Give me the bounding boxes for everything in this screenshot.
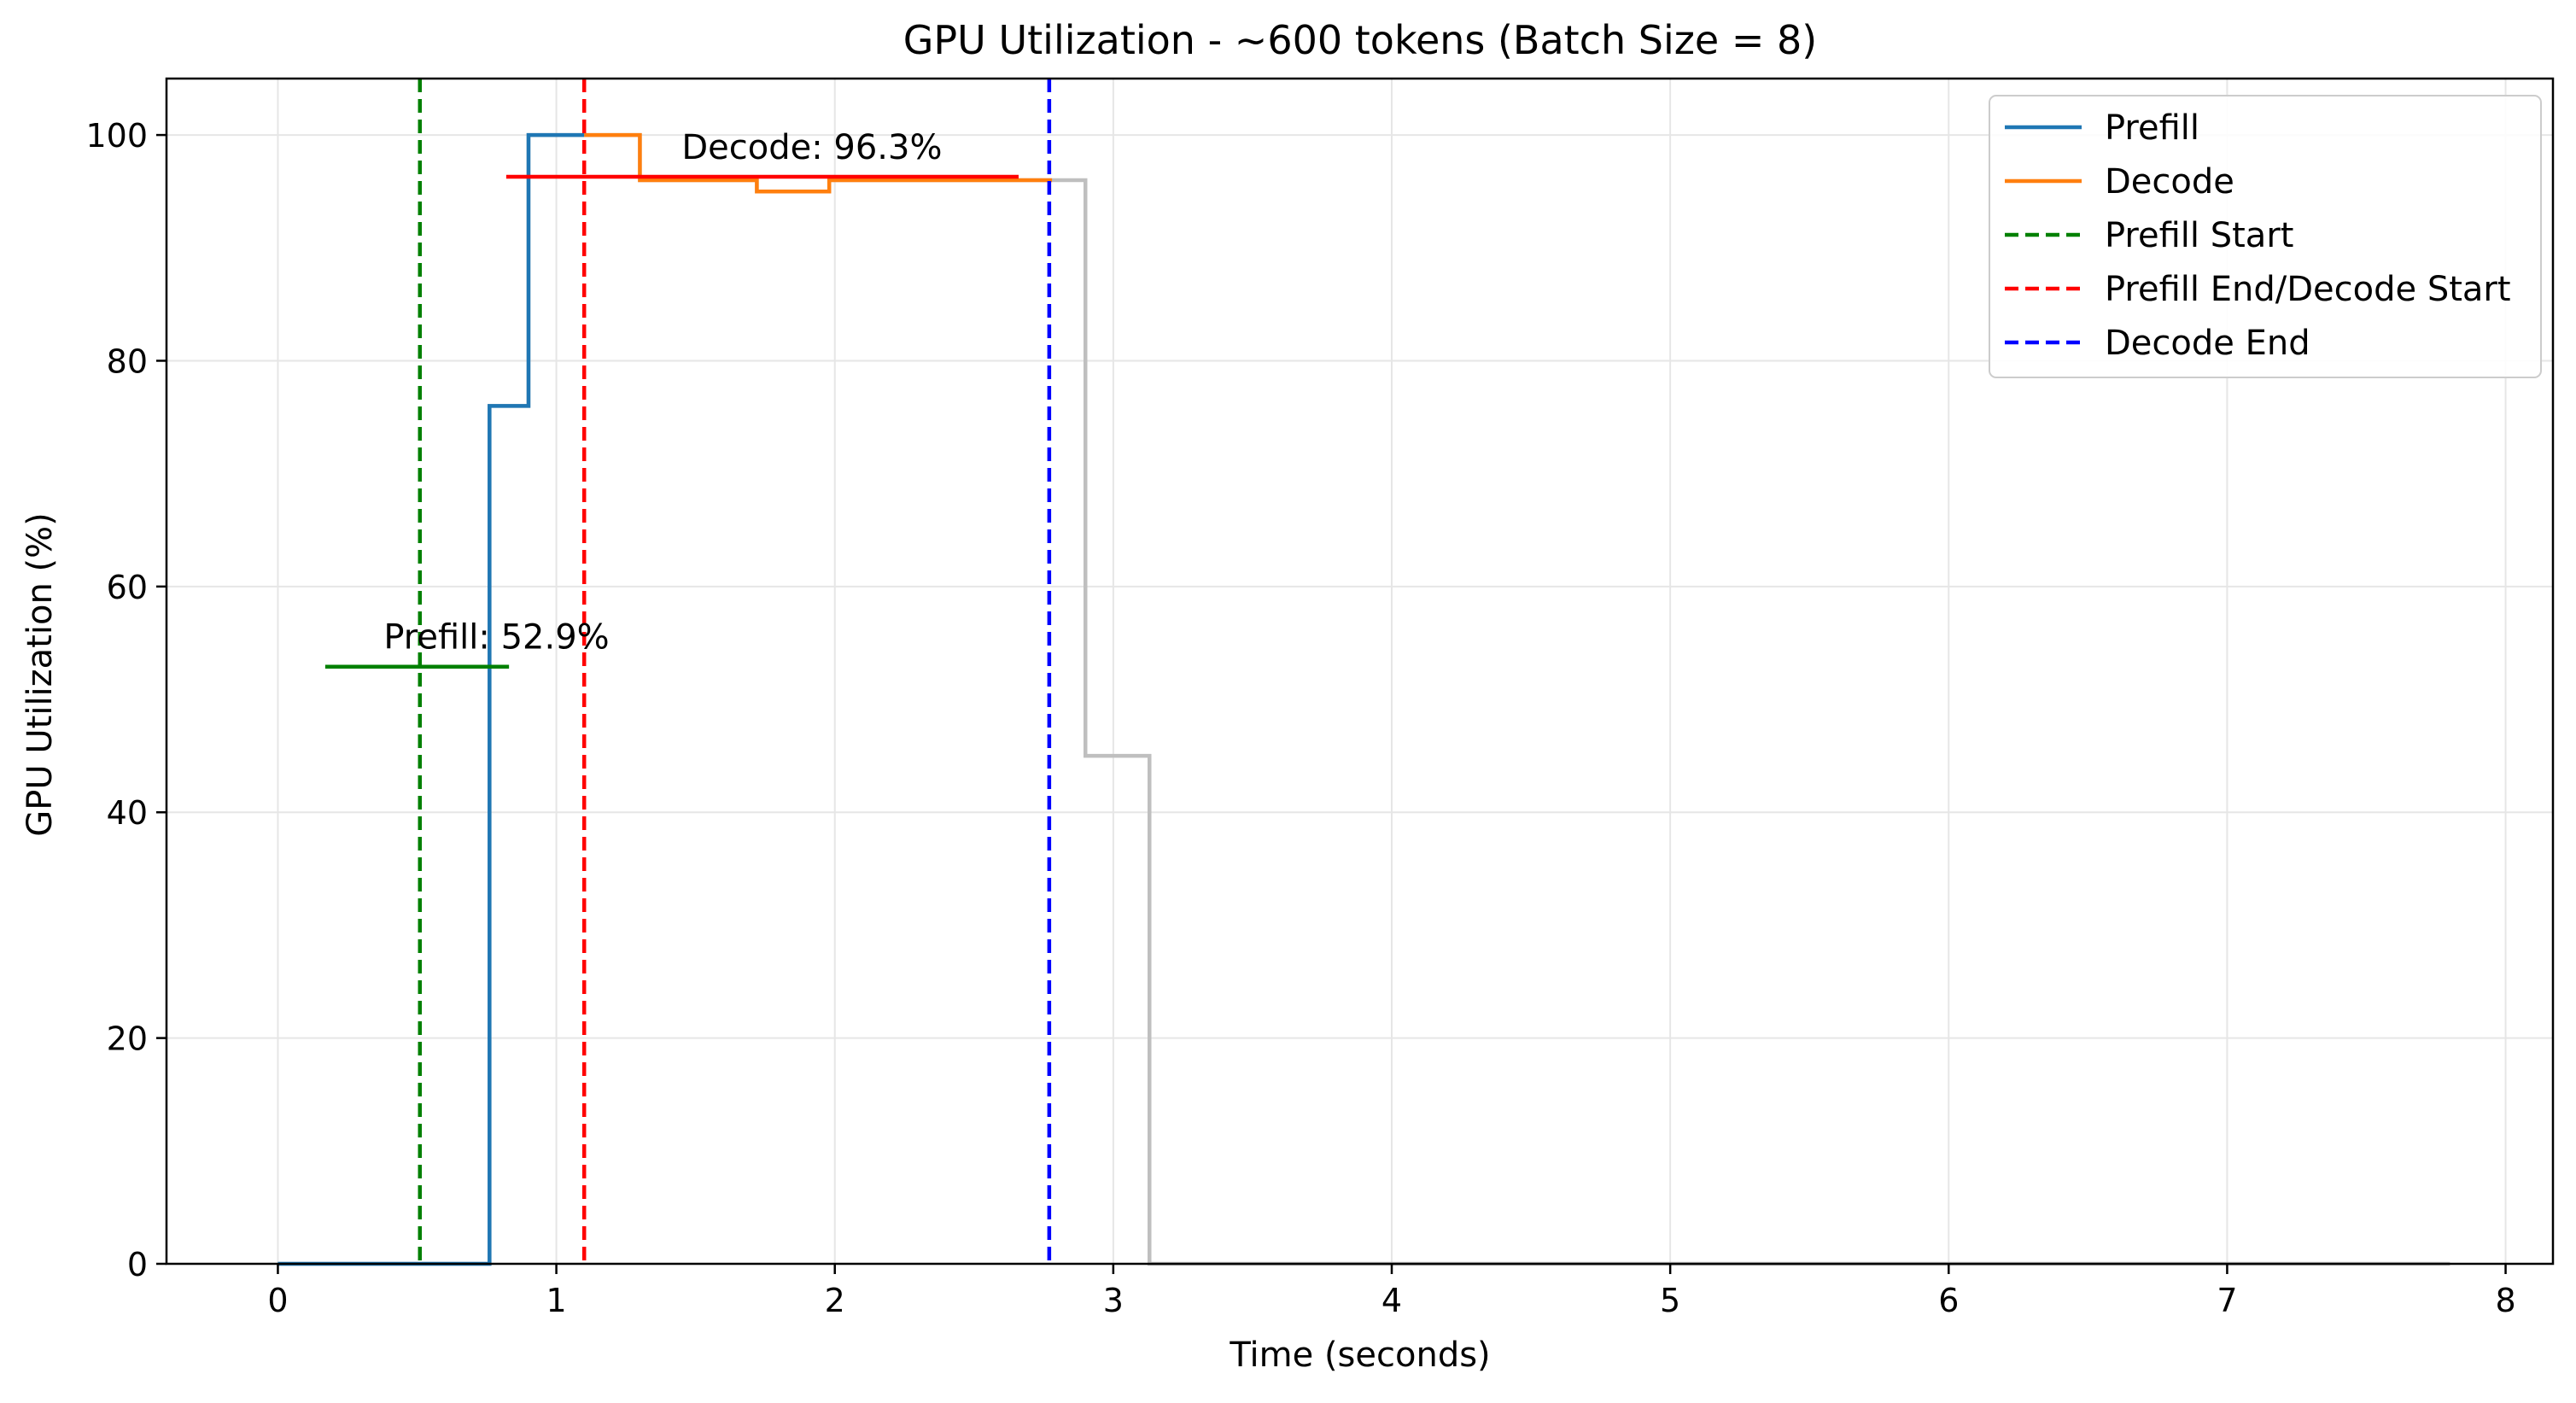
- y-tick-label: 20: [107, 1020, 148, 1058]
- y-tick-label: 80: [107, 342, 148, 380]
- legend-label-prefill-end-decode-start: Prefill End/Decode Start: [2105, 270, 2511, 309]
- axes-frame: [165, 77, 2555, 1266]
- x-tick-label: 1: [546, 1282, 566, 1319]
- legend-box: [1989, 95, 2542, 378]
- x-tick-label: 5: [1660, 1282, 1680, 1319]
- legend-label-prefill-start: Prefill Start: [2105, 216, 2293, 255]
- x-axis-label: Time (seconds): [1229, 1336, 1490, 1375]
- y-tick-label: 100: [85, 117, 148, 155]
- y-axis-label: GPU Utilization (%): [20, 512, 60, 836]
- legend-label-decode-end: Decode End: [2105, 324, 2310, 363]
- legend-label-prefill: Prefill: [2105, 108, 2199, 148]
- series-decode-line: [584, 132, 1053, 194]
- x-tick-label: 2: [825, 1282, 845, 1319]
- x-tick-label: 6: [1938, 1282, 1959, 1319]
- y-tick-label: 0: [127, 1246, 148, 1283]
- y-tick-label: 40: [107, 794, 148, 832]
- x-tick-label: 3: [1103, 1282, 1124, 1319]
- y-tick-label: 60: [107, 569, 148, 606]
- chart-title: GPU Utilization - ~600 tokens (Batch Siz…: [903, 17, 1817, 63]
- prefill-annotation: Prefill: 52.9%: [383, 618, 609, 658]
- legend: Prefill Decode Prefill Start Prefill End/De…: [1989, 95, 2542, 378]
- plot-layer: Prefill: 52.9% Decode: 96.3%: [277, 79, 2450, 1266]
- x-tick-label: 8: [2495, 1282, 2515, 1319]
- legend-label-decode: Decode: [2105, 162, 2234, 202]
- x-tick-label: 4: [1381, 1282, 1402, 1319]
- decode-annotation: Decode: 96.3%: [681, 128, 942, 167]
- x-tick-label: 0: [267, 1282, 288, 1319]
- x-tick-label: 7: [2217, 1282, 2237, 1319]
